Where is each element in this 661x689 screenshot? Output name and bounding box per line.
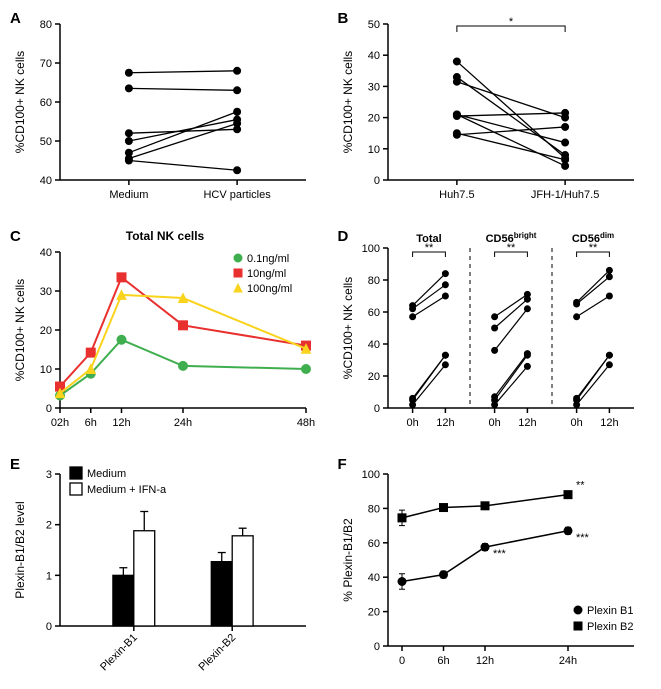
svg-text:24h: 24h [558,655,576,667]
svg-text:**: ** [588,242,597,254]
chart-f: 020406080100% Plexin-B1/B206h12h24h*****… [338,456,648,676]
svg-text:**: ** [576,480,585,492]
svg-text:%CD100+ NK cells: %CD100+ NK cells [13,51,27,153]
svg-text:Plexin-B1: Plexin-B1 [98,632,140,674]
chart-b: 0 10 20 30 40 50 %CD100+ NK cells Huh7.5 JFH-1/H… [338,10,648,210]
svg-text:40: 40 [40,247,52,259]
svg-text:50: 50 [40,136,52,148]
svg-text:10: 10 [367,144,379,156]
svg-text:70: 70 [40,58,52,70]
svg-text:12h: 12h [436,417,454,429]
svg-text:Medium: Medium [87,468,126,480]
svg-text:40: 40 [367,572,379,584]
svg-text:%CD100+ NK cells: %CD100+ NK cells [341,51,355,153]
svg-text:20: 20 [40,325,52,337]
svg-text:0: 0 [373,175,379,187]
figure-grid: A 40 50 60 70 80 %CD100+ NK cells Medium HCV pa… [10,10,651,676]
svg-text:20: 20 [367,113,379,125]
svg-text:48h: 48h [297,417,315,429]
panel-c: C Total NK cells 0 10 20 30 40 %CD100+ NK cell… [10,228,324,438]
svg-text:40: 40 [40,175,52,187]
panel-label-a: A [10,10,21,27]
panel-f: F 020406080100% Plexin-B1/B206h12h24h***… [338,456,652,676]
chart-c: Total NK cells 0 10 20 30 40 %CD100+ NK cells 0… [10,228,320,438]
svg-text:20: 20 [367,607,379,619]
svg-text:10ng/ml: 10ng/ml [247,268,286,280]
svg-text:40: 40 [367,339,379,351]
chart-a: 40 50 60 70 80 %CD100+ NK cells Medium HCV part… [10,10,320,210]
svg-text:%CD100+ NK cells: %CD100+ NK cells [13,279,27,381]
panel-b: B 0 10 20 30 40 50 %CD100+ NK cells Huh7.5 JFH-1… [338,10,652,210]
svg-text:6h: 6h [437,655,449,667]
svg-text:0h: 0h [570,417,582,429]
panel-label-f: F [338,456,347,473]
svg-text:HCV particles: HCV particles [203,189,271,201]
svg-text:100ng/ml: 100ng/ml [247,283,292,295]
chart-d: 020406080100%CD100+ NK cellsTotal**0h12h… [338,228,648,438]
panel-a: A 40 50 60 70 80 %CD100+ NK cells Medium HCV pa… [10,10,324,210]
svg-text:80: 80 [367,503,379,515]
svg-text:100: 100 [361,243,379,255]
svg-text:Medium + IFN-a: Medium + IFN-a [87,484,167,496]
svg-text:02h: 02h [51,417,69,429]
svg-text:0: 0 [373,641,379,653]
svg-text:100: 100 [361,469,379,481]
svg-text:% Plexin-B1/B2: % Plexin-B1/B2 [341,518,355,602]
svg-text:60: 60 [367,538,379,550]
svg-text:12h: 12h [600,417,618,429]
svg-text:12h: 12h [518,417,536,429]
svg-text:0: 0 [46,403,52,415]
panel-label-b: B [338,10,349,27]
svg-text:30: 30 [367,81,379,93]
svg-text:0h: 0h [488,417,500,429]
svg-text:**: ** [424,242,433,254]
svg-text:***: *** [576,532,590,544]
panel-label-d: D [338,228,349,245]
svg-text:Medium: Medium [109,189,148,201]
panel-label-e: E [10,456,20,473]
svg-text:Plexin B1: Plexin B1 [587,605,633,617]
svg-text:*: * [508,16,513,28]
svg-text:Huh7.5: Huh7.5 [439,189,474,201]
svg-text:Plexin B2: Plexin B2 [587,621,633,633]
svg-text:12h: 12h [475,655,493,667]
svg-text:JFH-1/Huh7.5: JFH-1/Huh7.5 [530,189,598,201]
svg-text:80: 80 [40,19,52,31]
svg-text:24h: 24h [174,417,192,429]
svg-text:12h: 12h [112,417,130,429]
svg-text:40: 40 [367,50,379,62]
panel-e: E 0 1 2 3 Plexin-B1/B2 level Plexin-B1 Plexin-… [10,456,324,676]
svg-text:60: 60 [367,307,379,319]
svg-text:0: 0 [398,655,404,667]
svg-text:2: 2 [46,520,52,532]
svg-text:60: 60 [40,97,52,109]
svg-text:0h: 0h [406,417,418,429]
svg-text:%CD100+ NK cells: %CD100+ NK cells [341,277,355,379]
svg-text:20: 20 [367,371,379,383]
svg-text:3: 3 [46,469,52,481]
svg-text:10: 10 [40,364,52,376]
panel-d: D 020406080100%CD100+ NK cellsTotal**0h1… [338,228,652,438]
svg-text:1: 1 [46,570,52,582]
svg-text:Plexin-B1/B2 level: Plexin-B1/B2 level [13,501,27,598]
svg-text:0.1ng/ml: 0.1ng/ml [247,253,289,265]
svg-text:0: 0 [46,621,52,633]
svg-text:80: 80 [367,275,379,287]
svg-text:0: 0 [373,403,379,415]
svg-text:Plexin-B2: Plexin-B2 [197,632,239,674]
chart-e: 0 1 2 3 Plexin-B1/B2 level Plexin-B1 Plexin-B2… [10,456,320,676]
svg-text:**: ** [506,242,515,254]
svg-text:6h: 6h [85,417,97,429]
svg-text:50: 50 [367,19,379,31]
svg-text:***: *** [493,548,507,560]
svg-text:Total NK cells: Total NK cells [126,229,205,243]
svg-text:30: 30 [40,286,52,298]
panel-label-c: C [10,228,21,245]
